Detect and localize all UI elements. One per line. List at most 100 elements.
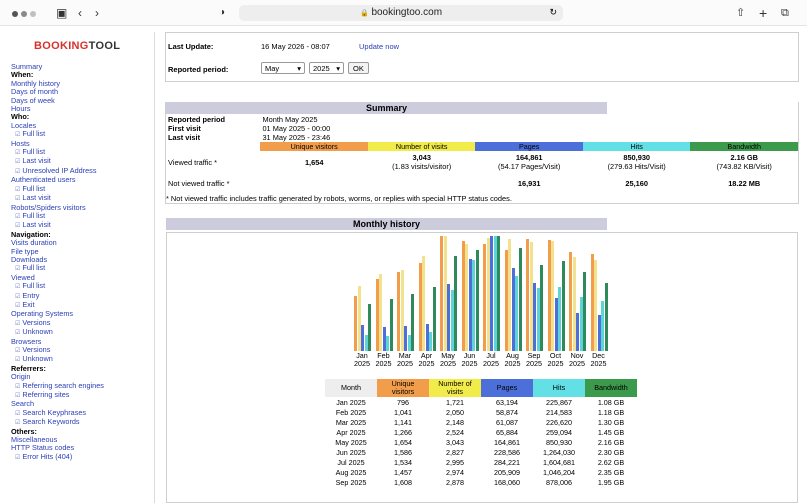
table-cell: 1,654 [394, 437, 412, 447]
ok-button[interactable]: OK [348, 62, 369, 74]
table-cell: 1.95 GB [597, 477, 625, 487]
sidebar-item[interactable]: Days of month [11, 87, 59, 97]
sidebar-item[interactable]: Referring sites [11, 390, 104, 400]
table-cell: 2.30 GB [597, 447, 625, 457]
hist-hdr-month: Month [325, 379, 377, 397]
sidebar-item[interactable]: Search [11, 399, 35, 409]
month-select[interactable]: May ▾ [261, 62, 305, 74]
chart-bar [572, 257, 576, 351]
table-cell: May 2025 [335, 437, 367, 447]
sidebar-item[interactable]: Unknown [11, 355, 104, 364]
sidebar-item[interactable]: Robots/Spiders visitors [11, 202, 86, 212]
back-icon[interactable]: ‹ [78, 6, 82, 20]
sidebar-item[interactable]: Full list [11, 129, 104, 139]
sidebar-item[interactable]: Days of week [11, 95, 55, 105]
zoom-dot[interactable] [30, 11, 36, 17]
chart-bar [475, 250, 479, 351]
chart-bar [375, 279, 379, 351]
monthly-history-title: Monthly history [166, 218, 607, 230]
sidebar-item[interactable]: Origin [11, 372, 31, 382]
new-tab-icon[interactable]: + [759, 5, 768, 21]
chart-month-label: Jan 2025 [354, 351, 370, 368]
sidebar-item[interactable]: Referring search engines [11, 381, 104, 391]
table-cell: 1,457 [394, 467, 412, 477]
sidebar-item[interactable]: Full list [11, 211, 104, 221]
chart-bar [407, 335, 411, 351]
reported-period-row-label: Reported period [168, 115, 226, 124]
sidebar-item[interactable]: Miscellaneous [11, 435, 58, 445]
sidebar-item[interactable]: Last visit [11, 157, 104, 166]
sidebar-item[interactable]: Versions [11, 345, 104, 355]
table-cell: 1,586 [394, 447, 412, 457]
table-cell: 2,974 [446, 467, 464, 477]
sidebar-item: Referrers: [11, 363, 46, 373]
chart-bar [569, 252, 572, 351]
table-cell: Jul 2025 [337, 457, 365, 467]
sidebar-item[interactable]: Exit [11, 300, 104, 310]
chart-bar [368, 304, 372, 351]
sidebar-item[interactable]: Full list [11, 147, 104, 157]
chart-bar [486, 238, 490, 351]
monthly-history-table: Month Unique visitors Number of visits P… [325, 379, 637, 487]
sidebar-toggle-icon[interactable]: ▣ [56, 6, 68, 20]
sidebar-item[interactable]: File type [11, 246, 39, 256]
minimize-dot[interactable] [21, 11, 27, 17]
sidebar-item[interactable]: Error Hits (404) [11, 452, 104, 462]
address-bar[interactable]: 🔒 bookingtoo.com ↻ [239, 5, 563, 21]
hist-hdr-visits: Number of visits [429, 379, 481, 397]
sidebar-item[interactable]: Entry [11, 291, 104, 301]
sidebar-item[interactable]: Full list [11, 281, 104, 291]
chart-month-label: Aug 2025 [504, 351, 521, 368]
table-cell: Apr 2025 [336, 427, 366, 437]
last-visit-label: Last visit [168, 133, 201, 142]
sidebar-item[interactable]: Viewed [11, 272, 35, 282]
table-cell: 58,874 [496, 407, 518, 417]
sidebar-item[interactable]: Authenticated users [11, 175, 76, 185]
hist-hdr-hits: Hits [533, 379, 585, 397]
shield-icon[interactable]: ◑ [219, 7, 226, 18]
table-cell: 2,995 [446, 457, 464, 467]
chart-bar [583, 272, 587, 351]
chart-month-label: Jun 2025 [461, 351, 478, 368]
table-cell: 850,930 [546, 437, 572, 447]
sidebar-item[interactable]: Versions [11, 318, 104, 328]
update-now-link[interactable]: Update now [359, 42, 400, 51]
chevron-down-icon: ▾ [336, 64, 340, 73]
chart-bar [454, 256, 458, 351]
sidebar-item[interactable]: Locales [11, 120, 37, 130]
viewed-hits: 850,930 [623, 153, 651, 162]
sidebar-item[interactable]: Unknown [11, 327, 104, 337]
table-cell: 2.35 GB [597, 467, 625, 477]
sidebar-item: When: [11, 70, 34, 80]
sidebar-item[interactable]: Visits duration [11, 238, 57, 248]
year-select[interactable]: 2025 ▾ [309, 62, 344, 74]
table-cell: 2,050 [446, 407, 464, 417]
share-icon[interactable]: ⇧ [736, 7, 746, 19]
sidebar-item[interactable]: Search Keywords [11, 417, 104, 427]
sidebar-item[interactable]: Last visit [11, 193, 104, 203]
sidebar-item[interactable]: HTTP Status codes [11, 443, 75, 453]
url-text: bookingtoo.com [371, 7, 443, 18]
sidebar-item[interactable]: Search Keyphrases [11, 408, 104, 418]
sidebar-item[interactable]: Summary [11, 62, 43, 71]
sidebar-item[interactable]: Full list [11, 184, 104, 194]
traffic-note: * Not viewed traffic includes traffic ge… [166, 194, 512, 203]
sidebar-item[interactable]: Last visit [11, 220, 104, 230]
reload-icon[interactable]: ↻ [549, 7, 557, 17]
sidebar-item[interactable]: Hours [11, 104, 31, 114]
forward-icon[interactable]: › [95, 6, 99, 20]
sidebar-item[interactable]: Monthly history [11, 78, 61, 88]
sidebar-item[interactable]: Operating Systems [11, 309, 74, 319]
sidebar-item[interactable]: Browsers [11, 336, 42, 346]
logo[interactable]: BOOKINGTOOL [34, 40, 121, 52]
sidebar-item[interactable]: Downloads [11, 254, 48, 264]
sidebar-item[interactable]: Full list [11, 263, 104, 273]
close-dot[interactable] [12, 11, 18, 17]
sidebar-item[interactable]: Hosts [11, 138, 30, 148]
sidebar-item[interactable]: Unresolved IP Address [11, 166, 104, 176]
chart-bar [382, 327, 386, 351]
reported-period-value: Month May 2025 [262, 115, 318, 124]
table-cell: 168,060 [494, 477, 520, 487]
viewed-visits-sub: (1.83 visits/visitor) [392, 162, 452, 171]
tabs-overview-icon[interactable]: ⧉ [781, 7, 789, 19]
